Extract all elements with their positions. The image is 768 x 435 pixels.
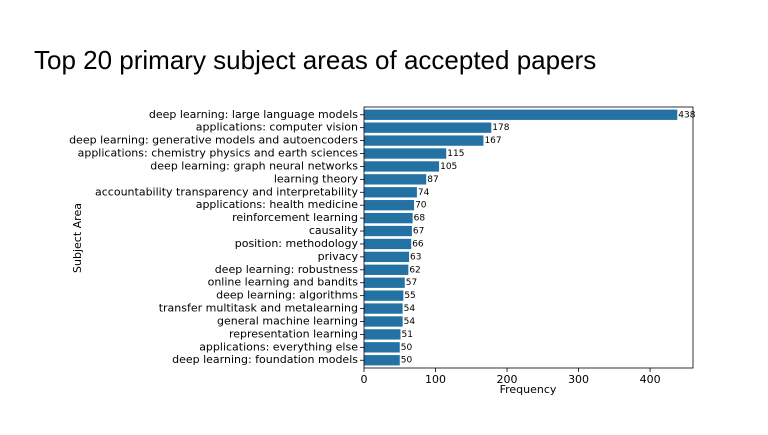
data-label: 50: [401, 356, 413, 366]
y-tick-label: deep learning: robustness: [215, 263, 359, 276]
bar: [364, 122, 492, 133]
data-label: 55: [404, 291, 415, 301]
x-tick-label: 300: [568, 373, 589, 386]
x-tick-label: 0: [361, 373, 368, 386]
bar: [364, 251, 410, 263]
y-tick-label: online learning and bandits: [208, 276, 359, 289]
bar: [364, 342, 400, 353]
data-label: 50: [401, 343, 413, 353]
bar: [364, 316, 403, 327]
bar: [364, 355, 400, 366]
data-label: 57: [406, 278, 417, 288]
data-label: 67: [413, 227, 424, 237]
y-tick-label: learning theory: [274, 172, 359, 185]
y-tick-label: deep learning: algorithms: [216, 289, 358, 302]
data-label: 62: [409, 265, 420, 275]
data-label: 51: [401, 330, 412, 340]
y-tick-label: causality: [309, 224, 359, 237]
y-tick-label: applications: health medicine: [196, 198, 359, 211]
x-tick-label: 200: [497, 373, 518, 386]
data-label: 54: [404, 304, 416, 314]
bar: [364, 148, 447, 159]
plot-frame: [363, 106, 694, 369]
y-tick-label: transfer multitask and metalearning: [159, 302, 358, 315]
bar: [364, 109, 678, 120]
data-label: 70: [415, 201, 427, 211]
bar: [364, 277, 405, 288]
data-label: 63: [410, 252, 421, 262]
bar: [364, 174, 427, 185]
data-label: 105: [440, 162, 457, 172]
x-tick-label: 100: [425, 373, 446, 386]
bar: [364, 303, 403, 314]
y-tick-label: reinforcement learning: [232, 211, 358, 224]
y-tick-label: position: methodology: [235, 237, 359, 250]
y-axis-label: Subject Area: [71, 203, 84, 273]
data-label: 438: [678, 110, 695, 120]
y-tick-label: general machine learning: [217, 314, 358, 327]
data-label: 74: [418, 188, 430, 198]
x-tick-label: 400: [640, 373, 661, 386]
bar: [364, 187, 417, 198]
bar: [364, 329, 401, 340]
y-tick-label: deep learning: generative models and aut…: [69, 134, 358, 147]
data-label: 115: [447, 149, 464, 159]
y-tick-label: accountability transparency and interpre…: [95, 185, 358, 198]
data-label: 87: [427, 175, 438, 185]
bar: [364, 225, 412, 237]
bar: [364, 238, 412, 250]
bar: [364, 290, 404, 301]
x-axis-label: Frequency: [500, 383, 557, 396]
data-label: 66: [412, 239, 424, 249]
y-tick-label: applications: everything else: [199, 340, 358, 353]
y-tick-label: privacy: [318, 250, 359, 263]
bar: [364, 135, 484, 146]
bar: [364, 161, 440, 172]
data-label: 178: [492, 123, 509, 133]
bar: [364, 200, 415, 211]
bar: [364, 212, 413, 224]
chart-title: Top 20 primary subject areas of accepted…: [34, 45, 596, 75]
y-tick-label: applications: chemistry physics and eart…: [78, 147, 359, 160]
data-label: 54: [404, 317, 416, 327]
y-tick-label: deep learning: foundation models: [172, 353, 358, 366]
data-label: 167: [484, 136, 501, 146]
data-label: 68: [414, 214, 426, 224]
y-tick-label: representation learning: [229, 327, 358, 340]
y-tick-label: deep learning: large language models: [149, 108, 358, 121]
bar: [364, 264, 409, 275]
y-tick-label: deep learning: graph neural networks: [150, 159, 358, 172]
y-tick-label: applications: computer vision: [196, 121, 358, 134]
